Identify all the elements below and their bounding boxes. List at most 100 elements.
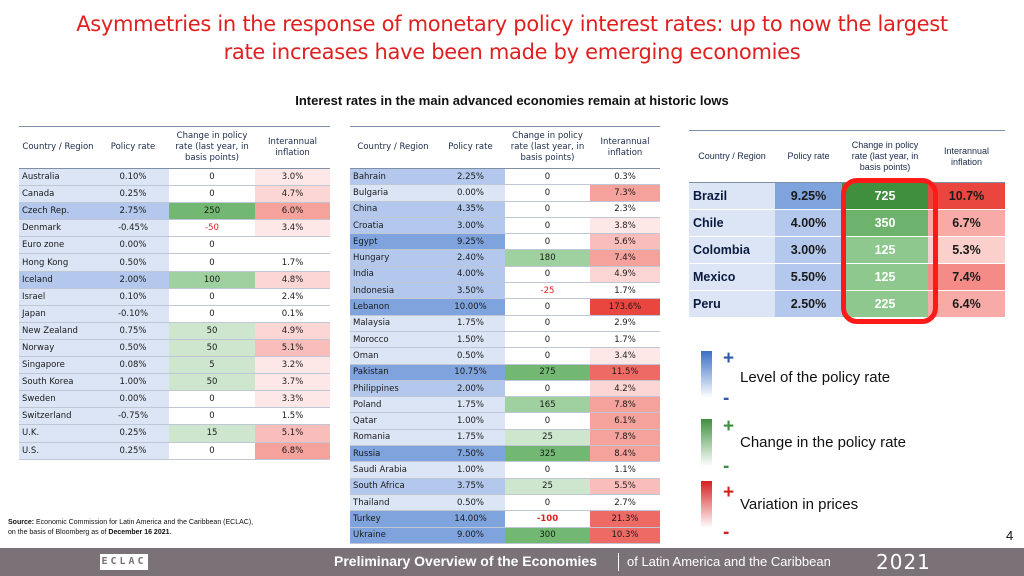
table-row: Thailand 0.50% 0 2.7% [350, 494, 660, 512]
source-label: Source: [8, 519, 35, 526]
policy-rate-cell: -0.45% [97, 219, 169, 238]
country-cell: Sweden [19, 390, 97, 409]
policy-rate-cell: 0.50% [97, 339, 169, 358]
country-cell: Czech Rep. [19, 202, 97, 221]
inflation-cell: 4.2% [590, 380, 660, 398]
rate-change-cell: 25 [505, 478, 590, 495]
policy-rate-cell: 0.50% [436, 347, 505, 365]
inflation-cell: 3.3% [255, 390, 330, 409]
inflation-cell: 6.1% [590, 412, 660, 430]
policy-rate-cell: 3.75% [436, 478, 505, 495]
table-row: Peru 2.50% 225 6.4% [689, 290, 1005, 318]
latin-america-table: Country / Region Policy rate Change in p… [689, 130, 1005, 318]
table-row: Turkey 14.00% -100 21.3% [350, 510, 660, 528]
policy-rate-cell: 0.00% [97, 236, 169, 255]
table-header-row: Country / Region Policy rate Change in p… [689, 130, 1005, 183]
country-cell: Philippines [350, 380, 436, 398]
table-header-row: Country / Region Policy rate Change in p… [350, 126, 660, 169]
legend-plus-sign: + [723, 482, 735, 503]
inflation-cell: 1.7% [590, 331, 660, 349]
rate-change-cell: 0 [505, 298, 590, 316]
rate-change-cell: 0 [169, 305, 255, 323]
table-row: Malaysia 1.75% 0 2.9% [350, 315, 660, 332]
rate-change-cell: 100 [169, 271, 255, 289]
emerging-economies-table: Country / Region Policy rate Change in p… [350, 126, 660, 544]
policy-rate-cell: 2.25% [436, 168, 505, 186]
country-cell: Australia [19, 168, 97, 187]
table-header-row: Country / Region Policy rate Change in p… [19, 126, 330, 169]
inflation-cell: 3.2% [255, 356, 330, 375]
inflation-cell: 1.1% [590, 461, 660, 479]
policy-rate-cell: 0.25% [97, 424, 169, 443]
rate-change-cell: 125 [842, 263, 928, 291]
table-row: South Korea 1.00% 50 3.7% [19, 373, 330, 392]
rate-change-cell: 50 [169, 339, 255, 358]
country-cell: Oman [350, 347, 436, 365]
policy-rate-cell: 0.10% [97, 288, 169, 306]
inflation-cell: 7.4% [590, 249, 660, 267]
policy-rate-cell: 10.75% [436, 364, 505, 381]
policy-rate-cell: 4.00% [436, 266, 505, 284]
title-line-2: rate increases have been made by emergin… [223, 40, 801, 64]
country-cell: Egypt [350, 233, 436, 251]
table-row: Saudi Arabia 1.00% 0 1.1% [350, 461, 660, 479]
inflation-cell: 6.4% [928, 290, 1005, 318]
policy-rate-cell: 2.00% [97, 271, 169, 289]
policy-rate-cell: 9.25% [775, 182, 842, 210]
inflation-cell: 3.0% [255, 168, 330, 187]
policy-rate-cell: 2.75% [97, 202, 169, 221]
policy-rate-cell: 0.08% [97, 356, 169, 375]
slide-subtitle: Interest rates in the main advanced econ… [295, 93, 729, 108]
rate-change-cell: 0 [505, 233, 590, 251]
inflation-cell: 5.1% [255, 339, 330, 358]
policy-rate-cell: 0.25% [97, 442, 169, 460]
rate-change-cell: 0 [505, 168, 590, 186]
rate-change-cell: 25 [505, 429, 590, 447]
footer-subtitle: of Latin America and the Caribbean [627, 554, 831, 569]
country-cell: Chile [689, 209, 775, 237]
inflation-cell: 1.5% [255, 407, 330, 426]
rate-change-cell: 350 [842, 209, 928, 237]
rate-change-cell: 50 [169, 322, 255, 340]
country-cell: Turkey [350, 510, 436, 528]
inflation-cell: 3.7% [255, 373, 330, 392]
policy-rate-cell: -0.10% [97, 305, 169, 323]
inflation-cell: 6.8% [255, 442, 330, 460]
table-row: Philippines 2.00% 0 4.2% [350, 380, 660, 398]
policy-rate-cell: 3.00% [436, 217, 505, 235]
rate-change-cell: 225 [842, 290, 928, 318]
change-header: Change in policy rate (last year, in bas… [505, 126, 590, 169]
country-cell: South Korea [19, 373, 97, 392]
change-header: Change in policy rate (last year, in bas… [169, 126, 255, 169]
policy-rate-cell: 1.50% [436, 331, 505, 349]
inflation-header: Interannual inflation [928, 130, 1005, 183]
rate-change-cell: 0 [505, 461, 590, 479]
policy-rate-cell: -0.75% [97, 407, 169, 426]
inflation-cell: 11.5% [590, 364, 660, 381]
country-cell: Denmark [19, 219, 97, 238]
table-row: Iceland 2.00% 100 4.8% [19, 271, 330, 289]
inflation-cell: 4.9% [590, 266, 660, 284]
rate-change-cell: 0 [169, 288, 255, 306]
rate-change-cell: 0 [505, 184, 590, 202]
country-cell: Iceland [19, 271, 97, 289]
policy-rate-cell: 1.00% [97, 373, 169, 392]
policy-rate-cell: 0.50% [97, 253, 169, 272]
legend-minus-sign: - [723, 522, 730, 543]
country-cell: Japan [19, 305, 97, 323]
legend-plus-sign: + [723, 416, 735, 437]
rate-change-cell: 0 [505, 331, 590, 349]
rate-change-cell: 325 [505, 445, 590, 463]
country-cell: South Africa [350, 478, 436, 495]
inflation-cell: 3.4% [590, 347, 660, 365]
inflation-cell: 0.1% [255, 305, 330, 323]
country-cell: Bulgaria [350, 184, 436, 202]
policy-rate-cell: 3.50% [436, 282, 505, 300]
table-row: Brazil 9.25% 725 10.7% [689, 182, 1005, 210]
policy-rate-cell: 0.00% [97, 390, 169, 409]
policy-rate-cell: 4.35% [436, 201, 505, 218]
legend-plus-sign: + [723, 348, 735, 369]
country-cell: Hong Kong [19, 253, 97, 272]
source-note: Source: Economic Commission for Latin Am… [8, 518, 253, 538]
